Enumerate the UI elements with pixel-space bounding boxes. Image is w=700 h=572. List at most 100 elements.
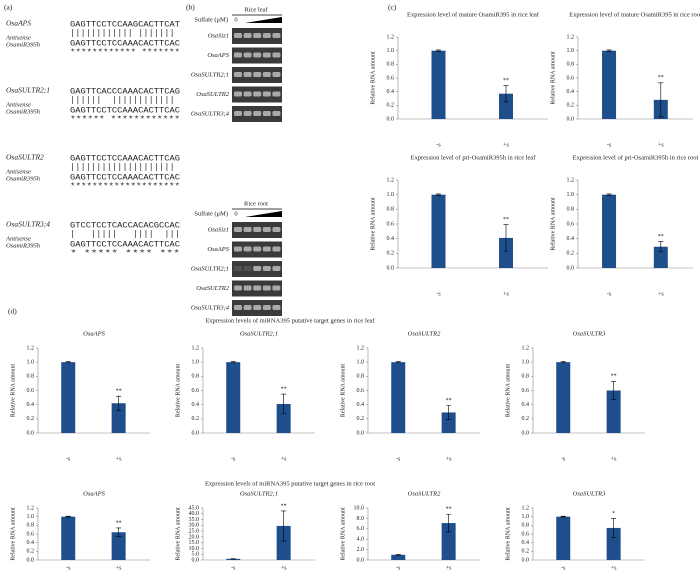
y-tick-label: 0.8 [387, 62, 395, 68]
y-tick-label: 1.2 [387, 34, 395, 40]
error-bar [281, 510, 287, 542]
x-tick-label: +s [116, 456, 122, 462]
bar [602, 50, 617, 119]
y-tick-label: 35.0 [189, 517, 200, 523]
x-tick-label: +s [281, 456, 287, 462]
y-tick-label: 0.8 [387, 207, 395, 213]
gel-band [262, 33, 271, 38]
error-bar [611, 518, 617, 538]
gel-band [262, 52, 271, 58]
error-bar [560, 515, 566, 518]
y-tick-label: 0.0 [522, 430, 530, 436]
significance: ** [116, 520, 122, 526]
y-tick-label: 0.8 [27, 374, 35, 380]
y-axis-label: Relative RNA amount [175, 507, 181, 561]
target-sequence: GTCCTCCTCACCACACGCCAC [70, 220, 180, 230]
gene-label: OsaSiz1 [208, 32, 229, 39]
y-tick-label: 0.0 [192, 430, 200, 436]
gel-title: Rice root [244, 200, 268, 207]
bar [556, 516, 571, 560]
gene-label: OsaSULTR3;4 [191, 304, 230, 311]
y-tick-label: 0.2 [387, 103, 395, 109]
error-bar [606, 193, 612, 196]
bar [653, 246, 668, 268]
gel-band [253, 305, 262, 310]
x-tick-label: +s [503, 291, 509, 297]
probe-label: Antisense [5, 34, 31, 41]
y-tick-label: 1.0 [27, 514, 35, 520]
y-tick-label: 0.8 [567, 207, 575, 213]
target-sequence: GAGTTCCTCCAAGCACTTCAT [70, 19, 180, 29]
gel-band [243, 227, 252, 232]
gel-band [234, 285, 242, 291]
y-tick-label: 0.0 [357, 430, 365, 436]
gel-band [243, 305, 252, 310]
y-tick-label: 1.2 [357, 345, 365, 351]
y-axis-label: Relative RNA amount [340, 507, 346, 561]
probe-label: OsamiR395h [6, 108, 40, 115]
significance: ** [503, 78, 509, 84]
y-tick-label: 1.2 [567, 177, 575, 183]
sulfate-label: Sulfate (μM) [194, 210, 228, 217]
gel-band [253, 72, 262, 77]
x-tick-label: -s [561, 565, 566, 571]
gel-band [253, 246, 262, 252]
error-bar [611, 380, 617, 401]
panel-label: (c) [388, 3, 397, 12]
probe-label: OsamiR395h [6, 175, 40, 182]
y-tick-label: 45.0 [189, 505, 200, 511]
error-bar [658, 82, 664, 118]
y-tick-label: 1.0 [522, 360, 530, 366]
significance: ** [658, 234, 664, 240]
gene-label: OsaSULTR2;1 [191, 265, 229, 272]
bar [602, 194, 617, 268]
gel-band [262, 285, 271, 291]
gene-label: OsaSULTR3;4 [6, 220, 50, 229]
gel-band [234, 91, 242, 97]
y-axis-label: Relative RNA amount [10, 364, 16, 418]
gel-band [243, 266, 252, 271]
y-tick-label: 1.2 [387, 177, 395, 183]
x-tick-label: -s [231, 456, 236, 462]
y-tick-label: 6.0 [357, 526, 365, 532]
x-tick-label: -s [436, 142, 441, 148]
error-bar [116, 395, 122, 411]
y-tick-label: 0.2 [567, 251, 575, 257]
bar [226, 558, 241, 560]
concentration-wedge [245, 211, 282, 217]
group-title: Expression levels of miRNA395 putative t… [205, 480, 375, 487]
bar [606, 390, 621, 433]
gel-band [262, 227, 271, 232]
bar [499, 237, 513, 268]
chart-title: OsaSULTR2 [408, 330, 441, 337]
significance: ** [658, 75, 664, 81]
y-tick-label: 0.8 [27, 523, 35, 529]
significance: * [612, 511, 615, 517]
y-tick-label: 0.0 [567, 116, 575, 122]
gel-band [253, 91, 262, 97]
gel-band [262, 111, 271, 116]
probe-label: Antisense [5, 235, 31, 242]
significance: ** [611, 374, 617, 380]
chart-title: Expression level of mature OsamiR395 in … [569, 11, 700, 18]
panel-label: (a) [4, 3, 13, 12]
y-axis-label: Relative RNA amount [370, 197, 376, 251]
gene-label: OsaSULTR3;4 [191, 110, 230, 117]
gene-label: OsaSULTR2;1 [6, 86, 50, 95]
group-title: Expression levels of miRNA395 putative t… [205, 317, 375, 324]
gel-band [243, 285, 252, 291]
y-axis-label: Relative RNA amount [10, 507, 16, 561]
gel-band [272, 52, 281, 58]
y-tick-label: 1.2 [27, 505, 35, 511]
match-stars: ************ ******* [70, 47, 180, 57]
y-tick-label: 0.4 [567, 89, 575, 95]
gel-band [262, 72, 271, 77]
gel-band [253, 52, 262, 58]
gel-band [253, 285, 262, 291]
x-tick-label: -s [66, 456, 71, 462]
bar [556, 362, 571, 433]
probe-label: OsamiR395h [6, 41, 40, 48]
error-bar [65, 361, 71, 364]
